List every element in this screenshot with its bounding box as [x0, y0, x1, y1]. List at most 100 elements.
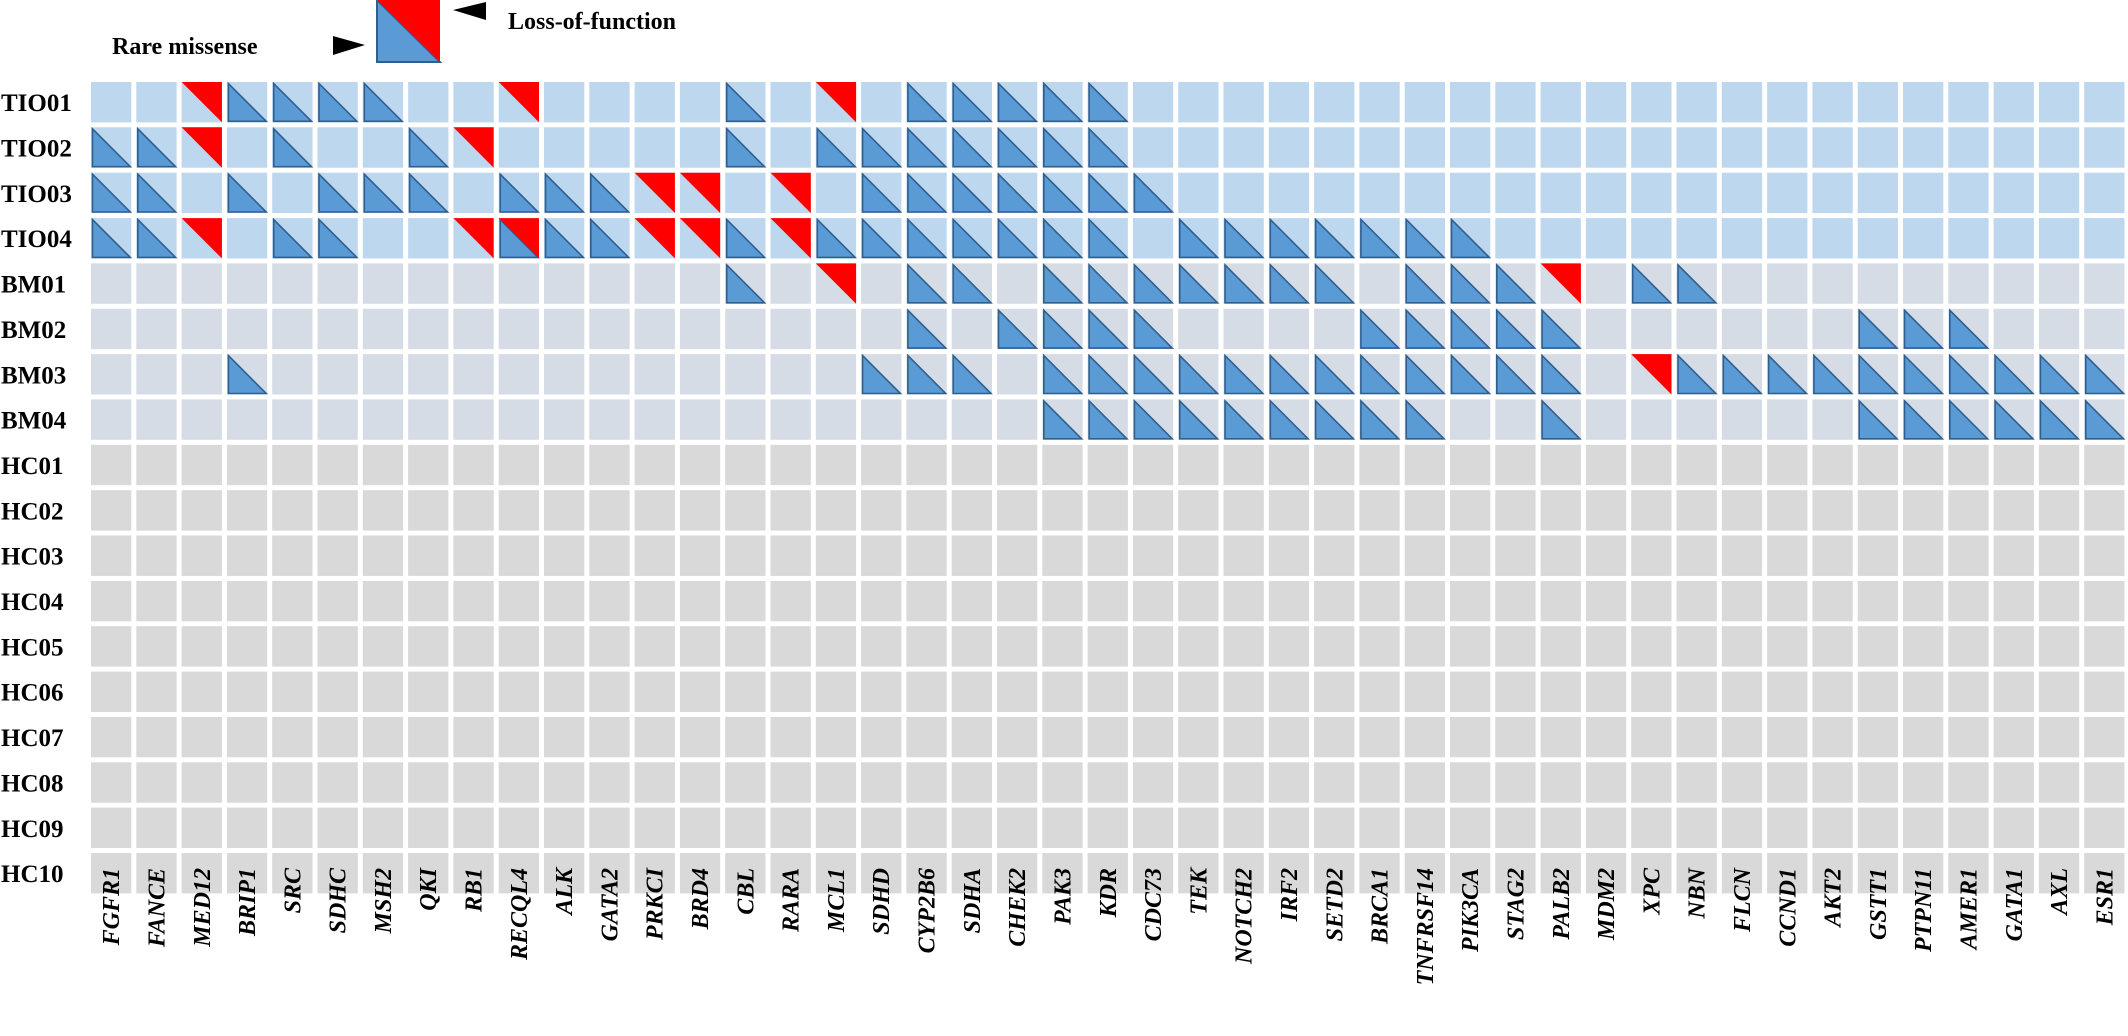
column-label-SDHA: SDHA	[960, 868, 986, 933]
cell-HC03-PRKCI	[634, 535, 675, 576]
cell-HC05-BRD4	[679, 626, 721, 667]
cell-HC07-SETD2	[1314, 716, 1355, 758]
cell-HC04-BRIP1	[226, 580, 268, 622]
missense-mark-BM03-AMER1	[1949, 353, 1990, 395]
cell-HC01-GATA1	[1993, 444, 2034, 486]
cell-HC03-QKI	[408, 535, 449, 576]
cell-BM04-XPC	[1631, 399, 1672, 440]
row-label-HC08: HC08	[1, 770, 64, 797]
cell-HC01-SRC	[272, 444, 313, 486]
cell-HC05-NOTCH2	[1223, 626, 1264, 667]
cell-HC10-CYP2B6	[906, 853, 947, 894]
cell-HC05-PALB2	[1540, 626, 1581, 667]
cell-HC10-GATA1	[1993, 853, 2034, 894]
cell-HC03-PALB2	[1540, 535, 1581, 576]
cell-HC07-MCL1	[815, 716, 857, 758]
cell-HC05-SETD2	[1314, 626, 1355, 667]
cell-HC09-PAK3	[1042, 807, 1083, 848]
cell-HC08-ESR1	[2084, 762, 2125, 803]
missense-mark-BM03-IRF2	[1269, 353, 1311, 395]
cell-HC09-AXL	[2038, 807, 2080, 848]
cell-HC01-RB1	[453, 444, 494, 486]
cell-HC09-GATA1	[1993, 807, 2034, 848]
missense-mark-BM03-SDHD	[861, 353, 903, 395]
missense-mark-TIO04-MCL1	[816, 217, 858, 259]
cell-TIO03-NOTCH2	[1223, 172, 1264, 214]
cell-HC02-KDR	[1087, 490, 1128, 531]
cell-BM02-FANCE	[136, 308, 177, 350]
cell-HC05-BRCA1	[1359, 626, 1400, 667]
cell-HC06-BRCA1	[1359, 671, 1400, 712]
cell-HC07-CCND1	[1767, 716, 1808, 758]
cell-TIO03-SETD2	[1314, 172, 1355, 214]
cell-HC03-SDHA	[951, 535, 992, 576]
cell-HC06-KDR	[1087, 671, 1128, 712]
cell-HC06-IRF2	[1268, 671, 1310, 712]
cell-HC08-MCL1	[815, 762, 857, 803]
cell-HC04-PIK3CA	[1450, 580, 1491, 622]
cell-HC05-PIK3CA	[1450, 626, 1491, 667]
cell-HC09-TEK	[1178, 807, 1219, 848]
cell-HC04-BRCA1	[1359, 580, 1400, 622]
missense-mark-BM04-KDR	[1088, 398, 1129, 440]
cell-TIO01-MDM2	[1585, 82, 1627, 123]
cell-HC01-ALK	[544, 444, 585, 486]
cell-HC03-FLCN	[1721, 535, 1763, 576]
cell-HC01-FANCE	[136, 444, 177, 486]
cell-HC04-MSH2	[362, 580, 404, 622]
cell-HC08-MED12	[181, 762, 222, 803]
lof-mark-BM01-MCL1	[815, 263, 857, 304]
missense-mark-BM03-BRIP1	[227, 353, 269, 395]
column-label-ESR1: ESR1	[2092, 868, 2118, 926]
cell-HC08-AKT2	[1812, 762, 1853, 803]
cell-HC03-CBL	[725, 535, 766, 576]
row-label-TIO02: TIO02	[1, 136, 72, 163]
cell-BM03-BRD4	[679, 354, 721, 395]
column-label-SETD2: SETD2	[1322, 868, 1348, 941]
cell-TIO03-RB1	[453, 172, 494, 214]
column-label-CHEK2: CHEK2	[1005, 868, 1031, 947]
missense-mark-BM04-PALB2	[1541, 398, 1582, 440]
cell-HC10-SRC	[272, 853, 313, 894]
cell-HC05-FLCN	[1721, 626, 1763, 667]
row-label-TIO04: TIO04	[1, 226, 72, 253]
cell-HC06-MED12	[181, 671, 222, 712]
cell-HC03-ESR1	[2084, 535, 2125, 576]
missense-mark-BM03-CDC73	[1133, 353, 1175, 395]
cell-HC05-KDR	[1087, 626, 1128, 667]
cell-HC08-RECQL4	[498, 762, 539, 803]
cell-HC03-MDM2	[1585, 535, 1627, 576]
cell-HC01-CDC73	[1132, 444, 1174, 486]
cell-TIO03-CBL	[725, 172, 766, 214]
cell-HC01-MSH2	[362, 444, 404, 486]
cell-HC06-AKT2	[1812, 671, 1853, 712]
cell-HC09-RB1	[453, 807, 494, 848]
missense-mark-BM04-AXL	[2039, 398, 2081, 440]
column-label-NBN: NBN	[1685, 866, 1711, 919]
cell-HC03-CCND1	[1767, 535, 1808, 576]
cell-HC07-CDC73	[1132, 716, 1174, 758]
cell-BM04-RECQL4	[498, 399, 539, 440]
cell-HC04-QKI	[408, 580, 449, 622]
column-label-AXL: AXL	[2047, 868, 2073, 917]
column-label-QKI: QKI	[416, 866, 442, 910]
missense-mark-TIO04-CYP2B6	[907, 217, 948, 259]
cell-HC02-TNFRSF14	[1404, 490, 1445, 531]
cell-TIO03-SRC	[272, 172, 313, 214]
cell-BM02-CBL	[725, 308, 766, 350]
cell-HC10-RECQL4	[498, 853, 539, 894]
cell-HC05-CBL	[725, 626, 766, 667]
cell-HC01-TEK	[1178, 444, 1219, 486]
cell-TIO03-XPC	[1631, 172, 1672, 214]
cell-HC01-FGFR1	[91, 444, 132, 486]
cell-HC04-GATA2	[589, 580, 630, 622]
missense-mark-TIO03-CDC73	[1133, 172, 1175, 213]
cell-HC05-MED12	[181, 626, 222, 667]
column-label-SDHD: SDHD	[869, 868, 895, 935]
cell-HC05-FGFR1	[91, 626, 132, 667]
cell-HC08-NBN	[1676, 762, 1717, 803]
cell-BM02-SETD2	[1314, 308, 1355, 350]
cell-HC09-SDHD	[861, 807, 902, 848]
row-label-TIO03: TIO03	[1, 181, 72, 208]
